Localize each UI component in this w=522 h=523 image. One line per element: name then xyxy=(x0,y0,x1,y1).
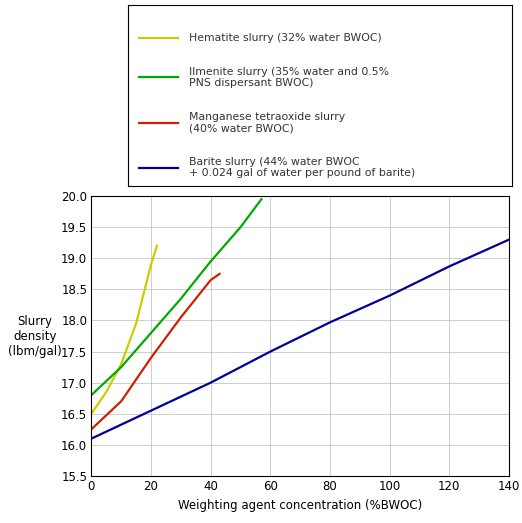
X-axis label: Weighting agent concentration (%BWOC): Weighting agent concentration (%BWOC) xyxy=(178,498,422,511)
Text: Barite slurry (44% water BWOC
+ 0.024 gal of water per pound of barite): Barite slurry (44% water BWOC + 0.024 ga… xyxy=(189,157,416,178)
Text: Hematite slurry (32% water BWOC): Hematite slurry (32% water BWOC) xyxy=(189,33,382,43)
Text: Ilmenite slurry (35% water and 0.5%
PNS dispersant BWOC): Ilmenite slurry (35% water and 0.5% PNS … xyxy=(189,66,389,88)
Y-axis label: Slurry
density
(lbm/gal): Slurry density (lbm/gal) xyxy=(8,314,62,358)
Text: Manganese tetraoxide slurry
(40% water BWOC): Manganese tetraoxide slurry (40% water B… xyxy=(189,112,346,133)
